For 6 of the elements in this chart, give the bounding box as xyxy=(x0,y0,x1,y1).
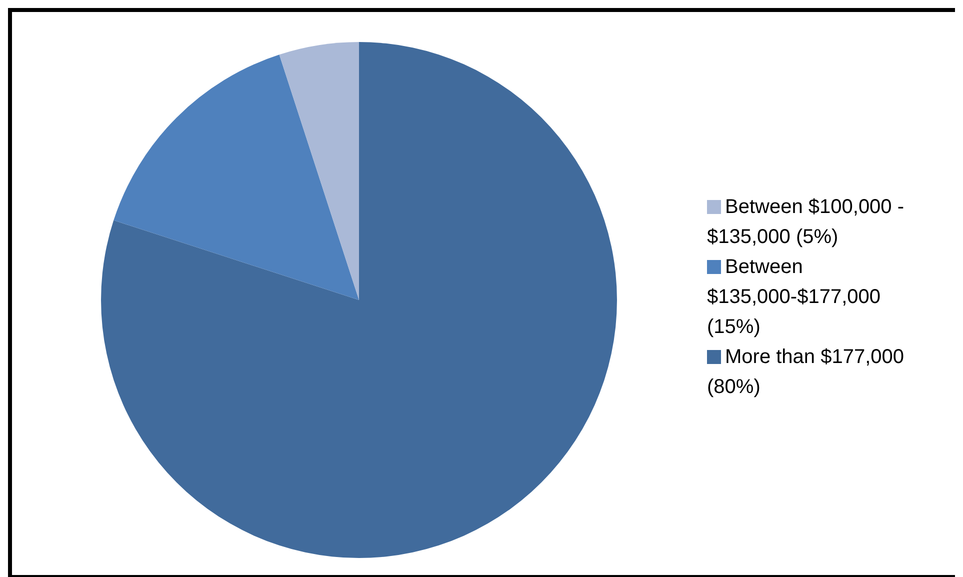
legend-label: More than $177,000 (80%) xyxy=(707,346,904,398)
legend-label: Between $100,000 - $135,000 (5%) xyxy=(707,196,904,248)
legend-label: Between $135,000-$177,000 (15%) xyxy=(707,256,880,338)
pie-slice xyxy=(114,54,359,300)
pie-slice xyxy=(279,42,359,300)
pie-slice xyxy=(101,42,617,558)
